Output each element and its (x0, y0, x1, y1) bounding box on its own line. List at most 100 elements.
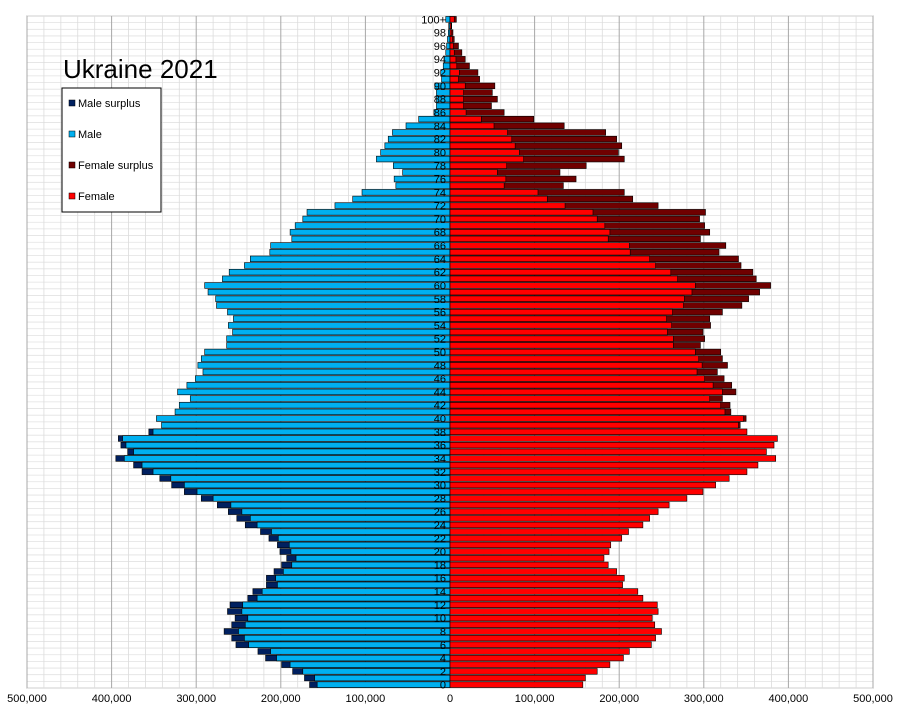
age-label: 4 (440, 653, 446, 665)
bar-female-age-81 (449, 142, 516, 149)
age-label: 82 (434, 134, 446, 146)
legend: Male surplus Male Female surplus Female (61, 87, 162, 213)
legend-label-male: Male (78, 129, 102, 141)
bar-female-age-93 (449, 62, 458, 70)
bar-female-age-61 (449, 275, 678, 282)
bar-female-age-30 (449, 481, 716, 489)
age-label: 56 (434, 307, 446, 319)
bar-female-age-80 (449, 149, 520, 156)
bar-male-age-58 (215, 295, 451, 302)
bar-female-age-51 (449, 342, 674, 349)
bar-female-age-16 (449, 575, 625, 582)
bar-male-age-57 (216, 302, 451, 309)
bar-female-age-31 (449, 475, 730, 482)
x-tick-label: 500,000 (853, 693, 893, 705)
bar-female-age-5 (449, 648, 630, 655)
bar-male-age-71 (306, 209, 451, 216)
bar-female-age-89 (449, 89, 464, 96)
bar-male-age-53 (232, 328, 451, 336)
bar-male-age-35 (133, 448, 451, 455)
age-label: 30 (434, 480, 446, 492)
age-label: 16 (434, 573, 446, 585)
x-tick-label: 400,000 (92, 693, 132, 705)
bar-male-age-5 (270, 648, 451, 655)
bar-female-age-55 (449, 315, 667, 322)
bar-female-age-79 (449, 155, 524, 163)
bar-female-age-1 (449, 674, 586, 682)
bar-male-age-51 (226, 342, 451, 349)
age-label: 22 (434, 533, 446, 545)
age-label: 94 (434, 54, 446, 66)
age-label: 100+ (421, 14, 446, 26)
bar-male-age-8 (238, 628, 451, 635)
bar-female-age-34 (449, 455, 777, 462)
bar-female-age-56 (449, 308, 673, 316)
bar-male-age-47 (202, 368, 451, 376)
bar-female-age-24 (449, 521, 644, 529)
bar-male-age-55 (233, 315, 451, 322)
bar-female-age-49 (449, 355, 700, 362)
age-label: 80 (434, 147, 446, 159)
bar-female-age-88 (449, 96, 464, 103)
bar-male-age-10 (247, 614, 451, 622)
legend-label-female-surplus: Female surplus (78, 160, 154, 172)
x-tick-label: 100,000 (515, 693, 555, 705)
bar-female-age-32 (449, 468, 748, 475)
bar-male-age-43 (189, 395, 451, 402)
bar-female-age-28 (449, 495, 688, 502)
bar-male-age-22 (277, 535, 451, 542)
bar-female-age-22 (449, 535, 623, 542)
age-label: 40 (434, 414, 446, 426)
bar-male-age-18 (291, 561, 451, 569)
bar-female-age-35 (449, 448, 767, 455)
bar-male-age-30 (184, 481, 451, 489)
bar-female-age-8 (449, 628, 662, 635)
bar-male-age-41 (174, 408, 451, 416)
bar-female-age-44 (449, 388, 723, 396)
bar-female-age-0 (449, 681, 584, 688)
bar-female-age-52 (449, 335, 674, 342)
bar-female-age-84 (449, 122, 495, 129)
bar-male-age-67 (291, 235, 451, 243)
age-label: 98 (434, 28, 446, 40)
bar-male-age-23 (271, 528, 451, 535)
bar-female-age-65 (449, 249, 631, 256)
age-label: 28 (434, 493, 446, 505)
bar-female-age-36 (449, 441, 775, 449)
bar-male-age-36 (125, 441, 451, 449)
age-label: 68 (434, 227, 446, 239)
age-label: 70 (434, 214, 446, 226)
bar-female-age-96 (449, 42, 454, 50)
legend-item-female: Female (68, 191, 115, 203)
bar-male-age-13 (256, 595, 451, 602)
bar-male-age-27 (230, 501, 451, 509)
age-label: 96 (434, 41, 446, 53)
bar-female-age-82 (449, 135, 513, 143)
bar-female-age-87 (449, 102, 464, 109)
bar-male-age-39 (161, 422, 451, 429)
bar-female-age-97 (449, 36, 453, 43)
age-label: 26 (434, 507, 446, 519)
bar-male-age-26 (241, 508, 451, 515)
bar-male-age-45 (186, 382, 451, 389)
bar-female-age-11 (449, 608, 659, 615)
bar-male-age-37 (122, 435, 451, 442)
bar-female-age-33 (449, 461, 759, 469)
bar-female-age-48 (449, 362, 703, 369)
bar-female-age-63 (449, 262, 656, 269)
age-label: 60 (434, 280, 446, 292)
age-label: 64 (434, 254, 446, 266)
bar-male-age-3 (289, 661, 451, 668)
bar-female-age-20 (449, 548, 610, 555)
bar-male-age-24 (256, 521, 451, 529)
bar-female-age-42 (449, 402, 722, 409)
legend-box (61, 87, 162, 213)
bar-female-age-71 (449, 209, 594, 216)
age-label: 42 (434, 400, 446, 412)
bars (115, 16, 778, 688)
bar-female-age-18 (449, 561, 609, 569)
bar-female-age-99 (449, 22, 452, 30)
bar-male-age-7 (244, 634, 451, 642)
bar-male-age-96 (446, 42, 451, 50)
bar-male-age-9 (244, 621, 451, 628)
